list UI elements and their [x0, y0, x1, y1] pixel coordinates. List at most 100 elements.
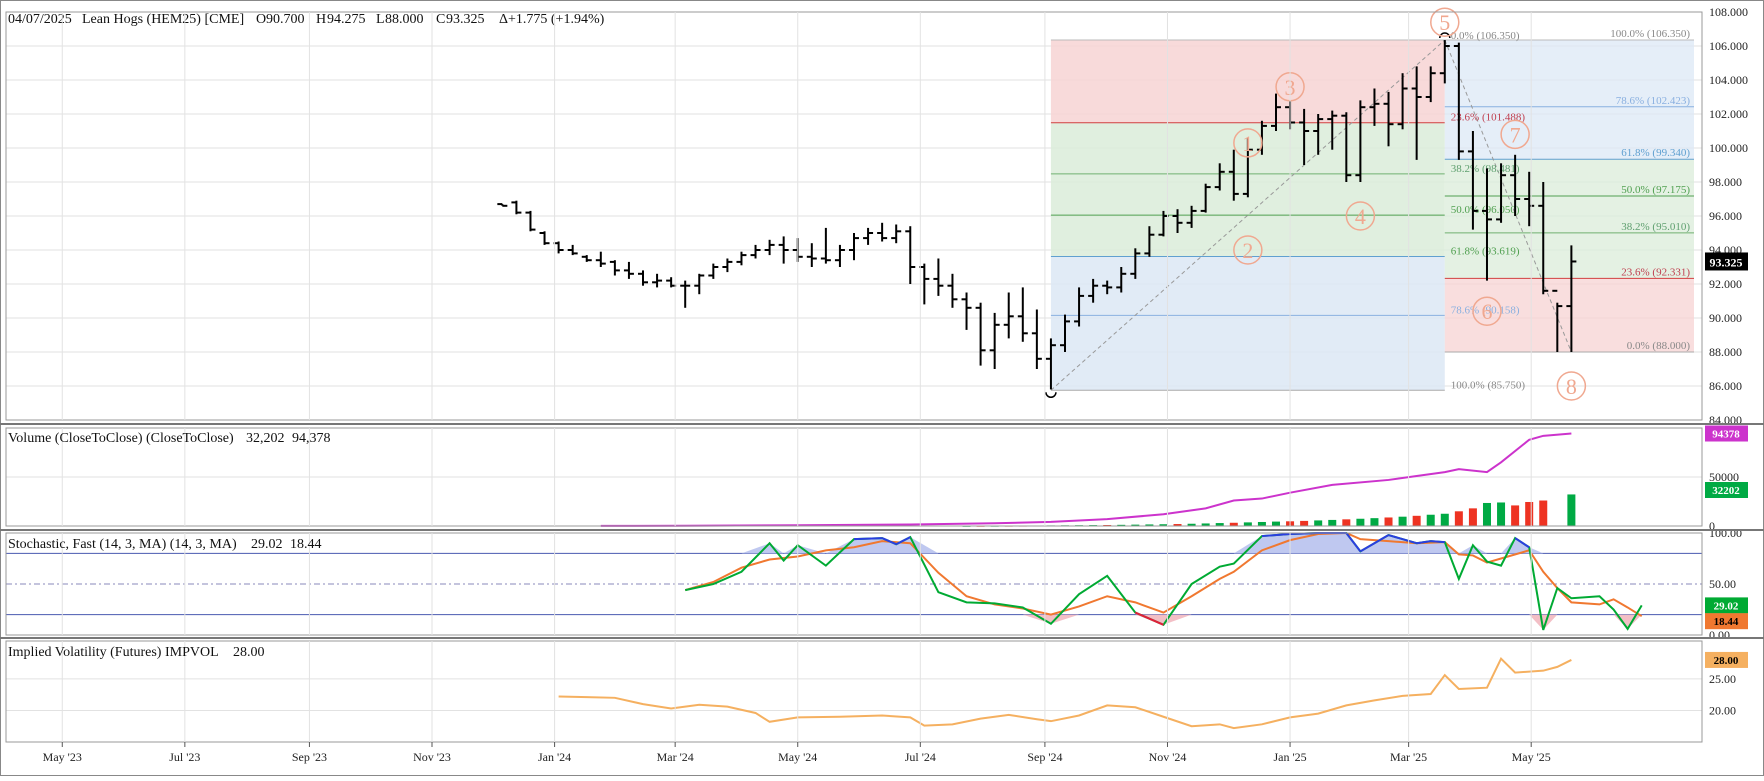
- wave-label-circle: [1430, 7, 1460, 37]
- fib-up-label: 100.0% (85.750): [1451, 379, 1526, 391]
- volume-bar: [1243, 522, 1252, 526]
- stochastic-k-overbought-seg: [1514, 537, 1530, 549]
- fib-down-label: 100.0% (106.350): [1610, 28, 1690, 40]
- volume-bar: [1342, 519, 1351, 526]
- stochastic-k-overbought-seg: [1261, 533, 1291, 538]
- stochastic-d-badge: [1705, 613, 1748, 630]
- price-bar: [497, 203, 508, 207]
- x-tick-label: Mar '24: [657, 750, 694, 764]
- price-bar: [581, 255, 592, 262]
- price-bar: [680, 280, 691, 308]
- price-y-tick-label: 86.000: [1709, 379, 1742, 393]
- stochastic-k-badge: [1705, 597, 1748, 614]
- header-change: Δ+1.775 (+1.94%): [499, 12, 605, 27]
- price-bar: [764, 239, 775, 256]
- fib-up-label: 38.2% (98.481): [1451, 163, 1520, 175]
- price-bar: [1341, 112, 1352, 182]
- volume-bar: [1201, 523, 1210, 526]
- volume-bar: [1539, 500, 1548, 526]
- fib-up-label: 61.8% (93.619): [1451, 245, 1520, 257]
- price-y-tick-label: 96.000: [1709, 209, 1742, 223]
- impvol-badge: [1705, 651, 1748, 668]
- header-low-label: L: [376, 12, 385, 27]
- volume-bar: [1257, 521, 1266, 526]
- impvol-title: Implied Volatility (Futures) IMPVOL: [8, 645, 219, 660]
- volume-bar: [1159, 524, 1168, 526]
- price-bar: [1031, 309, 1042, 369]
- price-bar: [1059, 314, 1070, 352]
- price-bar: [806, 243, 817, 267]
- volume-y-tick-label: 0: [1709, 519, 1715, 533]
- price-bar: [1566, 245, 1577, 352]
- volume-title: Volume (CloseToClose) (CloseToClose): [8, 431, 234, 446]
- x-tick-label: Nov '23: [413, 750, 451, 764]
- wave-label-circle: [1233, 235, 1263, 265]
- price-bar: [1116, 267, 1127, 293]
- price-bar: [1453, 42, 1464, 160]
- stochastic-title: Stochastic, Fast (14, 3, MA) (14, 3, MA): [8, 537, 237, 552]
- volume-bar: [1497, 502, 1506, 526]
- wave-label: 8: [1566, 374, 1577, 399]
- x-tick-label: Sep '23: [292, 750, 327, 764]
- impvol-y-tick-label: 25.00: [1709, 672, 1736, 686]
- volume-bar: [1468, 508, 1477, 526]
- volume-bar-value: 32,202: [246, 431, 285, 446]
- price-bar: [1355, 100, 1366, 182]
- price-bar: [905, 226, 916, 284]
- volume-bar: [1567, 494, 1576, 526]
- fib-down-label: 23.6% (92.331): [1621, 266, 1690, 278]
- fib-up-zone-0: [1050, 40, 1445, 123]
- x-tick-label: Jul '24: [905, 750, 936, 764]
- wave-label: 1: [1242, 131, 1253, 156]
- volume-bar: [1440, 513, 1449, 526]
- x-tick-label: Mar '25: [1390, 750, 1427, 764]
- wave-label-circle: [1556, 371, 1587, 401]
- price-bar: [961, 292, 972, 330]
- volume-bar: [1300, 520, 1309, 526]
- price-bar: [539, 231, 550, 245]
- price-bar: [708, 263, 719, 279]
- volume-bar: [1215, 523, 1224, 526]
- stochastic-overbought-fill: [685, 533, 1642, 554]
- wave-label-circle: [1500, 119, 1530, 150]
- price-bar: [1369, 88, 1380, 126]
- price-bar: [1552, 289, 1563, 352]
- x-tick-label: May '25: [1512, 750, 1551, 764]
- volume-line-badge: [1705, 425, 1748, 442]
- price-bar: [736, 251, 747, 266]
- volume-bar: [1187, 523, 1196, 526]
- price-bar: [1411, 66, 1422, 160]
- price-bar: [778, 236, 789, 264]
- volume-bar: [1384, 517, 1393, 526]
- price-bar: [609, 260, 620, 276]
- price-bar: [511, 200, 522, 215]
- price-y-tick-label: 98.000: [1709, 175, 1742, 189]
- fib-up-trendline: [1050, 39, 1446, 391]
- price-bar: [1299, 108, 1310, 165]
- price-bar: [694, 273, 705, 295]
- price-bar: [1130, 248, 1141, 279]
- stochastic-k-overbought-seg: [1345, 532, 1362, 552]
- price-bar: [1144, 226, 1155, 257]
- price-bar: [891, 224, 902, 244]
- fib-down-label: 0.0% (88.000): [1627, 340, 1691, 352]
- price-bar: [820, 227, 831, 264]
- price-y-tick-label: 100.000: [1709, 141, 1748, 155]
- stochastic-k-overbought-seg: [895, 536, 911, 546]
- volume-bar: [1525, 501, 1534, 526]
- volume-bar: [1482, 502, 1491, 526]
- price-bar: [1327, 110, 1338, 150]
- price-bar: [1186, 205, 1197, 228]
- price-bar: [1088, 278, 1099, 303]
- price-bar: [638, 270, 649, 286]
- stochastic-k-overbought-seg: [1416, 540, 1431, 545]
- volume-bar: [1271, 521, 1280, 526]
- price-last-badge: [1705, 252, 1748, 271]
- volume-line-badge-value: 94378: [1712, 429, 1740, 441]
- header-close-label: C: [436, 12, 445, 27]
- fib-down-zone-5: [1444, 278, 1694, 352]
- x-tick-label: Jul '23: [169, 750, 200, 764]
- price-bar: [567, 244, 578, 256]
- fib-down-zone-0: [1444, 40, 1694, 107]
